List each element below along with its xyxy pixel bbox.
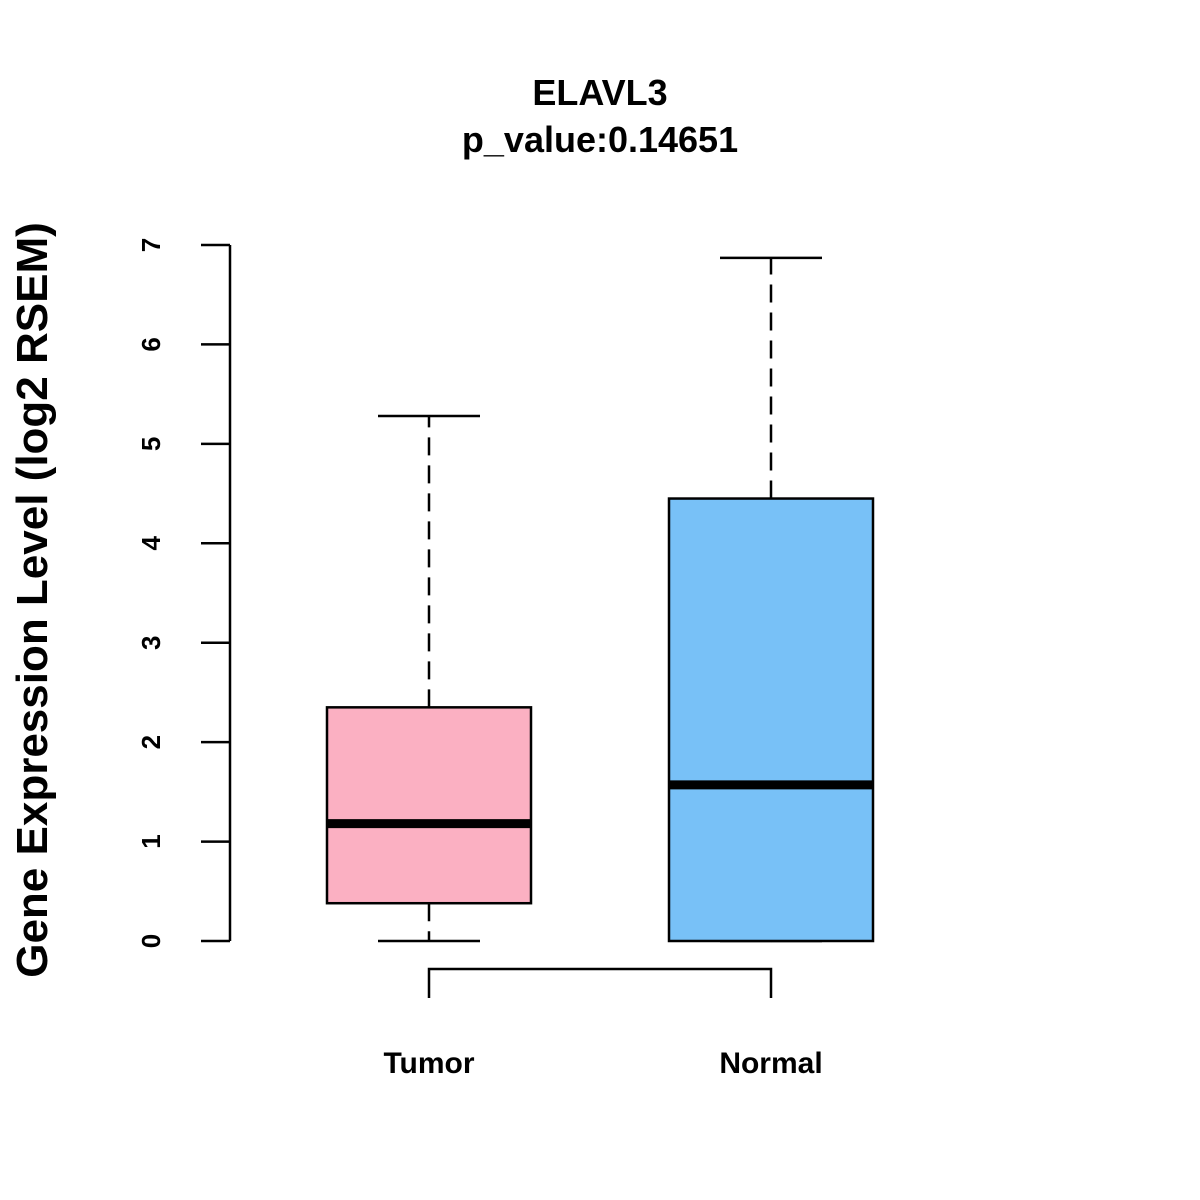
category-labels: Tumor Normal [383, 1047, 822, 1080]
y-tick-label-1: 1 [136, 834, 166, 848]
y-axis-label: Gene Expression Level (log2 RSEM) [8, 222, 57, 978]
box-group-tumor [325, 414, 533, 943]
y-axis: 0 1 2 3 4 5 6 7 [136, 238, 232, 948]
box-group-normal [667, 256, 875, 943]
normal-box [667, 497, 875, 943]
y-tick-label-7: 7 [136, 238, 166, 252]
category-label-normal: Normal [719, 1047, 822, 1080]
chart-subtitle: p_value:0.14651 [462, 119, 738, 160]
chart-title: ELAVL3 [532, 72, 667, 113]
boxes [325, 256, 875, 943]
y-tick-label-2: 2 [136, 735, 166, 749]
bracket-line [427, 967, 773, 998]
y-tick-label-3: 3 [136, 635, 166, 649]
comparison-bracket [427, 967, 773, 998]
y-tick-label-6: 6 [136, 337, 166, 351]
y-tick-label-4: 4 [136, 536, 166, 551]
tumor-box [325, 706, 533, 905]
y-tick-label-5: 5 [136, 437, 166, 451]
y-tick-label-0: 0 [136, 934, 166, 948]
category-label-tumor: Tumor [383, 1047, 474, 1080]
